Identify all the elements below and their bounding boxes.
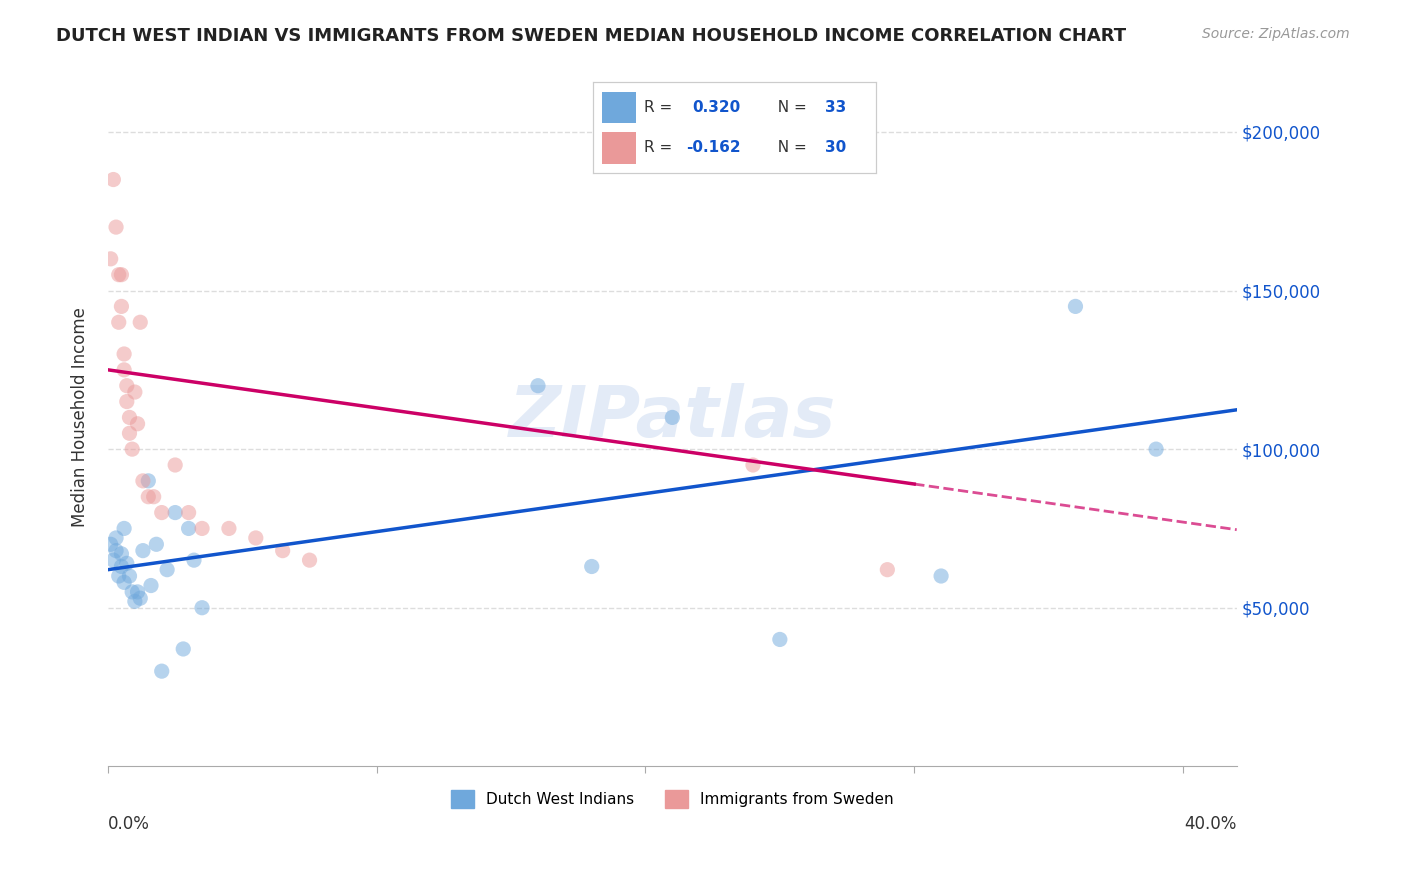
Point (121, 442, 143, 457)
Text: 0.0%: 0.0% (108, 815, 150, 833)
Point (110, 300, 132, 314)
Point (127, 585, 149, 599)
Point (103, 553, 125, 567)
Point (100, 537, 122, 551)
Point (129, 591, 152, 606)
Point (527, 378, 550, 392)
Legend: Dutch West Indians, Immigrants from Sweden: Dutch West Indians, Immigrants from Swed… (444, 784, 900, 814)
Point (103, 172, 125, 186)
Text: Source: ZipAtlas.com: Source: ZipAtlas.com (1202, 27, 1350, 41)
Point (177, 521, 200, 535)
Point (115, 557, 138, 571)
Point (145, 537, 167, 551)
Point (139, 578, 162, 592)
Point (129, 315, 152, 329)
Point (150, 506, 173, 520)
Point (110, 268, 132, 282)
Point (112, 521, 135, 535)
Point (165, 458, 187, 472)
Point (127, 417, 149, 431)
Point (105, 220, 128, 235)
Point (172, 642, 194, 657)
Point (876, 563, 898, 577)
Point (177, 506, 200, 520)
Point (107, 268, 129, 282)
Point (132, 543, 155, 558)
Point (118, 569, 141, 583)
Point (191, 600, 214, 615)
Text: DUTCH WEST INDIAN VS IMMIGRANTS FROM SWEDEN MEDIAN HOUSEHOLD INCOME CORRELATION : DUTCH WEST INDIAN VS IMMIGRANTS FROM SWE… (56, 27, 1126, 45)
Point (661, 410, 683, 425)
Point (118, 426, 141, 441)
Point (136, 474, 159, 488)
Point (1144, 442, 1167, 457)
Point (112, 347, 135, 361)
Point (110, 559, 132, 574)
Point (118, 410, 141, 425)
Point (1064, 300, 1087, 314)
Point (142, 490, 165, 504)
Point (105, 531, 128, 545)
Point (769, 632, 792, 647)
Y-axis label: Median Household Income: Median Household Income (72, 308, 89, 527)
Point (150, 664, 173, 678)
Point (929, 569, 952, 583)
Text: ZIPatlas: ZIPatlas (509, 383, 837, 452)
Point (298, 553, 321, 567)
Point (112, 575, 135, 590)
Point (124, 594, 146, 608)
Point (132, 474, 155, 488)
Point (156, 563, 179, 577)
Point (100, 252, 122, 266)
Point (136, 490, 159, 504)
Point (124, 385, 146, 400)
Point (245, 531, 267, 545)
Point (183, 553, 205, 567)
Point (165, 506, 187, 520)
Point (581, 559, 603, 574)
Point (191, 521, 214, 535)
Point (110, 547, 132, 561)
Point (121, 585, 143, 599)
Point (115, 394, 138, 409)
Point (742, 458, 765, 472)
Point (112, 363, 135, 377)
Point (271, 543, 294, 558)
Point (115, 378, 138, 392)
Point (107, 569, 129, 583)
Point (218, 521, 240, 535)
Text: 40.0%: 40.0% (1184, 815, 1237, 833)
Point (107, 315, 129, 329)
Point (105, 543, 128, 558)
